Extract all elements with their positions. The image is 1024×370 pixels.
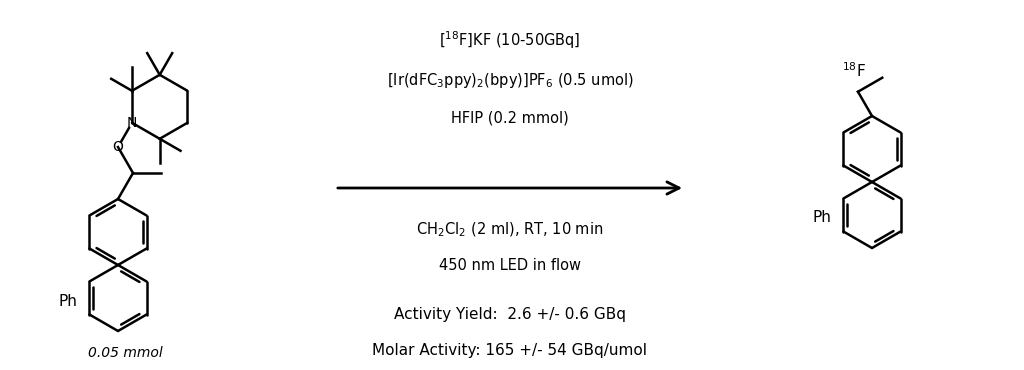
Text: Ph: Ph [812, 209, 831, 225]
Text: CH$_2$Cl$_2$ (2 ml), RT, 10 min: CH$_2$Cl$_2$ (2 ml), RT, 10 min [417, 221, 604, 239]
Text: 0.05 mmol: 0.05 mmol [88, 346, 163, 360]
Text: 450 nm LED in flow: 450 nm LED in flow [439, 258, 581, 272]
Text: Activity Yield:  2.6 +/- 0.6 GBq: Activity Yield: 2.6 +/- 0.6 GBq [394, 307, 626, 323]
Text: Molar Activity: 165 +/- 54 GBq/umol: Molar Activity: 165 +/- 54 GBq/umol [373, 343, 647, 357]
Text: [Ir(dFC$_3$ppy)$_2$(bpy)]PF$_6$ (0.5 umol): [Ir(dFC$_3$ppy)$_2$(bpy)]PF$_6$ (0.5 umo… [387, 71, 633, 90]
Text: N: N [127, 116, 137, 130]
Text: HFIP (0.2 mmol): HFIP (0.2 mmol) [452, 111, 569, 125]
Text: Ph: Ph [58, 293, 77, 309]
Text: $^{18}$F: $^{18}$F [842, 61, 866, 80]
Text: [$^{18}$F]KF (10-50GBq]: [$^{18}$F]KF (10-50GBq] [439, 29, 581, 51]
Text: O: O [113, 140, 124, 154]
